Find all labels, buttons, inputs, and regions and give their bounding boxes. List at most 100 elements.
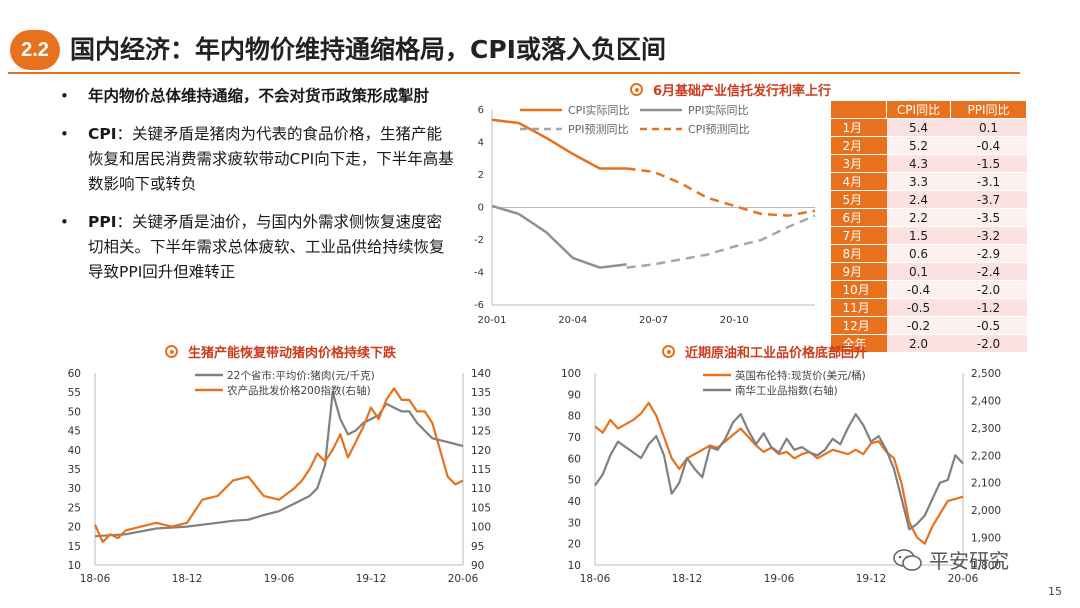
table-cpi-cell: -0.5 — [886, 298, 951, 317]
y-tick-label-right: 1,900 — [971, 533, 1001, 545]
table-ppi-cell: -0.4 — [950, 136, 1027, 155]
wechat-icon — [893, 548, 922, 571]
y-tick-label-right: 105 — [471, 502, 491, 514]
table-ppi-cell: -2.0 — [950, 280, 1027, 299]
table-row: 全年 2.0 -2.0 — [830, 334, 1027, 353]
series-line-0 — [594, 401, 964, 545]
cpi-ppi-table-wrap: CPI同比 PPI同比 1月 5.4 0.1 2月 5.2 -0.4 3月 4.3 -1.5 4月… — [830, 100, 1027, 353]
y-tick-label: -6 — [474, 300, 484, 311]
y-tick-label-right: 2,000 — [971, 505, 1001, 517]
y-tick-label-right: 90 — [471, 560, 484, 572]
bullet-item: • CPI：关键矛盾是猪肉为代表的食品价格，生猪产能恢复和居民消费需求疲软带动C… — [60, 122, 455, 197]
table-month-cell: 4月 — [830, 172, 887, 191]
table-row: 11月 -0.5 -1.2 — [830, 298, 1027, 317]
series-line-1 — [594, 412, 964, 531]
table-row: 4月 3.3 -3.1 — [830, 172, 1027, 191]
y-tick-label-left: 60 — [68, 368, 81, 380]
table-month-cell: 6月 — [830, 208, 887, 227]
x-tick-label: 19-12 — [356, 573, 387, 585]
watermark: 平安研究 — [893, 545, 1009, 574]
legend-label: PPI预测同比 — [568, 123, 629, 136]
target-icon — [630, 83, 643, 96]
page-number: 15 — [1048, 585, 1062, 598]
bullet-item: • 年内物价总体维持通缩，不会对货币政策形成掣肘 — [60, 84, 455, 109]
series-line-3 — [626, 167, 816, 217]
y-tick-label-right: 120 — [471, 445, 491, 457]
y-tick-label-right: 100 — [471, 522, 491, 534]
cpi-ppi-chart: -6 -4 -2 0 2 4 6 20-01 20-04 20-07 20-10 CPI实际同比 PPI… — [474, 103, 816, 326]
y-tick-label: -4 — [474, 268, 484, 279]
table-row: 6月 2.2 -3.5 — [830, 208, 1027, 227]
y-tick-label-right: 140 — [471, 368, 491, 380]
table-row: 12月 -0.2 -0.5 — [830, 316, 1027, 335]
table-ppi-cell: -3.2 — [950, 226, 1027, 245]
title-underline — [8, 72, 1020, 74]
table-ppi-cell: -2.4 — [950, 262, 1027, 281]
table-row: 10月 -0.4 -2.0 — [830, 280, 1027, 299]
y-tick-label-right: 125 — [471, 426, 491, 438]
series-line-2 — [626, 214, 816, 269]
x-tick-label: 18-06 — [80, 573, 111, 585]
legend-label: 农产品批发价格200指数(右轴) — [227, 384, 371, 397]
table-ppi-cell: 0.1 — [950, 118, 1027, 137]
x-tick-label: 19-12 — [856, 573, 887, 585]
bullet-list: • 年内物价总体维持通缩，不会对货币政策形成掣肘 • CPI：关键矛盾是猪肉为代… — [60, 84, 455, 298]
table-row: 2月 5.2 -0.4 — [830, 136, 1027, 155]
y-tick-label-right: 2,300 — [971, 423, 1001, 435]
table-row: 1月 5.4 0.1 — [830, 118, 1027, 137]
table-ppi-cell: -0.5 — [950, 316, 1027, 335]
legend-label: PPI实际同比 — [688, 103, 749, 117]
x-tick-label: 19-06 — [264, 573, 295, 585]
table-ppi-cell: -3.1 — [950, 172, 1027, 191]
legend-label: 南华工业品指数(右轴) — [735, 384, 838, 397]
x-tick-label: 20-01 — [477, 315, 506, 326]
legend-label: CPI预测同比 — [688, 123, 750, 136]
y-tick-label-left: 70 — [568, 432, 581, 444]
table-header: PPI同比 — [950, 100, 1027, 119]
y-tick-label-left: 50 — [568, 475, 581, 487]
y-tick-label-left: 30 — [568, 517, 581, 529]
x-tick-label: 20-07 — [639, 315, 668, 326]
bullet-dot: • — [60, 87, 69, 105]
table-month-cell: 7月 — [830, 226, 887, 245]
legend-label: 22个省市:平均价:猪肉(元/千克) — [227, 369, 375, 382]
cpi-ppi-table: CPI同比 PPI同比 1月 5.4 0.1 2月 5.2 -0.4 3月 4.3 -1.5 4月… — [830, 100, 1027, 353]
y-tick-label: 6 — [478, 105, 484, 116]
y-tick-label-right: 1,800 — [971, 560, 1001, 572]
legend-label: 英国布伦特:现货价(美元/桶) — [735, 369, 866, 382]
bullet-item: • PPI：关键矛盾是油价，与国内外需求侧恢复速度密切相关。下半年需求总体疲软、… — [60, 210, 455, 285]
y-tick-label-left: 10 — [568, 560, 581, 572]
table-month-cell: 全年 — [830, 334, 887, 353]
legend-label: CPI实际同比 — [568, 103, 630, 117]
table-cpi-cell: -0.4 — [886, 280, 951, 299]
y-tick-label: 0 — [478, 203, 484, 214]
y-tick-label-left: 90 — [568, 389, 581, 401]
y-tick-label-left: 40 — [68, 445, 81, 457]
y-tick-label-left: 100 — [561, 368, 581, 380]
x-tick-label: 20-06 — [948, 573, 979, 585]
x-tick-label: 20-04 — [558, 315, 587, 326]
table-cpi-cell: 4.3 — [886, 154, 951, 173]
y-tick-label-left: 15 — [68, 541, 81, 553]
y-tick-label-right: 130 — [471, 406, 491, 418]
y-tick-label-left: 55 — [68, 387, 81, 399]
table-cpi-cell: 3.3 — [886, 172, 951, 191]
series-line-1 — [491, 204, 627, 269]
y-tick-label-left: 30 — [68, 483, 81, 495]
table-cpi-cell: -0.2 — [886, 316, 951, 335]
table-month-cell: 9月 — [830, 262, 887, 281]
table-month-cell: 2月 — [830, 136, 887, 155]
x-tick-label: 18-12 — [672, 573, 703, 585]
table-month-cell: 11月 — [830, 298, 887, 317]
table-month-cell: 3月 — [830, 154, 887, 173]
table-cpi-cell: 0.1 — [886, 262, 951, 281]
y-tick-label-left: 20 — [68, 522, 81, 534]
y-tick-label-left: 35 — [68, 464, 81, 476]
x-tick-label: 19-06 — [764, 573, 795, 585]
section-badge: 2.2 — [10, 30, 60, 70]
x-tick-label: 18-12 — [172, 573, 203, 585]
y-tick-label-left: 60 — [568, 453, 581, 465]
table-month-cell: 10月 — [830, 280, 887, 299]
y-tick-label-left: 40 — [568, 496, 581, 508]
y-tick-label-right: 115 — [471, 464, 491, 476]
